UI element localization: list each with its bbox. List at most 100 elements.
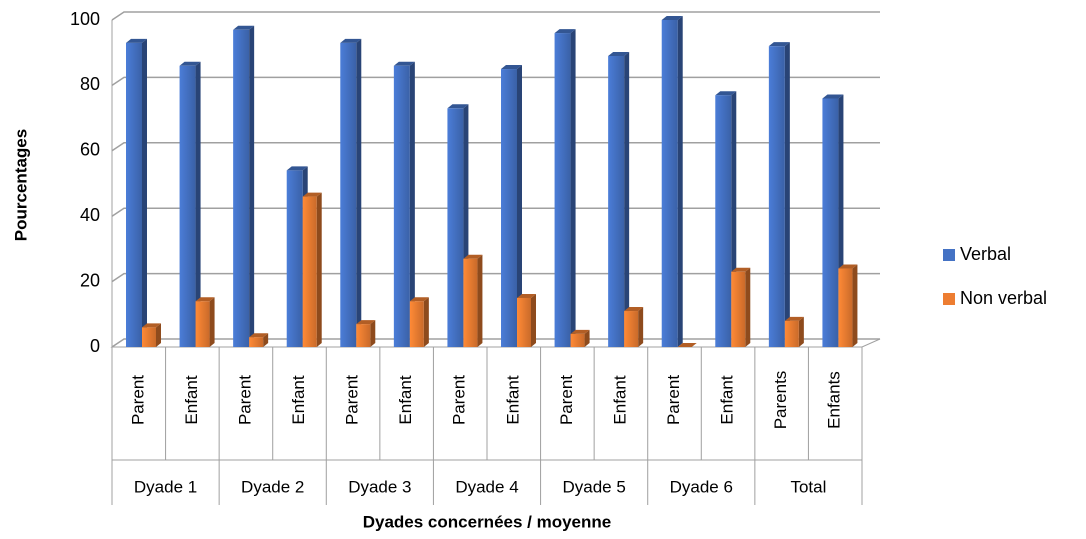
bar bbox=[517, 293, 536, 347]
x-tick-label: Parent bbox=[235, 375, 254, 425]
bar bbox=[340, 38, 362, 347]
x-tick-label: Enfant bbox=[610, 375, 629, 424]
bar-side bbox=[784, 42, 790, 347]
y-tick-label: 60 bbox=[80, 140, 100, 160]
floor bbox=[110, 338, 881, 348]
bar-top bbox=[501, 65, 522, 70]
bar-front bbox=[286, 170, 303, 347]
bar-front bbox=[233, 29, 250, 348]
bar bbox=[249, 333, 269, 347]
bar-top bbox=[393, 61, 415, 66]
x-tick-label: Enfant bbox=[503, 375, 522, 424]
bar bbox=[554, 29, 576, 348]
bar bbox=[356, 320, 376, 347]
bar-side bbox=[263, 333, 269, 347]
bar-side bbox=[638, 307, 644, 347]
x-tick-label: Parent bbox=[664, 375, 683, 425]
bar-side bbox=[531, 293, 536, 347]
y-tick-label: 20 bbox=[80, 270, 100, 290]
bar-side bbox=[356, 38, 362, 347]
bar-front bbox=[501, 69, 517, 348]
bar-side bbox=[195, 61, 201, 347]
bar-top bbox=[838, 264, 858, 269]
bar bbox=[731, 267, 751, 347]
bar bbox=[393, 61, 415, 347]
bar-front bbox=[661, 20, 678, 347]
bar bbox=[302, 192, 322, 347]
bar-top bbox=[249, 333, 269, 338]
bar bbox=[463, 254, 483, 347]
bar-front bbox=[179, 65, 196, 347]
bar-top bbox=[677, 343, 697, 347]
bar-top bbox=[517, 293, 536, 298]
bar bbox=[233, 25, 255, 348]
y-tick-label: 100 bbox=[70, 9, 100, 29]
bar-front bbox=[570, 333, 585, 347]
legend-label: Verbal bbox=[960, 244, 1011, 264]
bar-front bbox=[302, 196, 317, 347]
bar bbox=[142, 323, 161, 347]
bar-top bbox=[195, 297, 215, 302]
x-tick-label: Parents bbox=[771, 371, 790, 430]
bar-top bbox=[447, 104, 469, 109]
group-label: Dyade 2 bbox=[241, 477, 304, 496]
x-tick-label: Parent bbox=[128, 375, 147, 425]
bar-top bbox=[142, 323, 161, 328]
bar-top bbox=[126, 38, 147, 43]
bar-top bbox=[554, 29, 576, 34]
bar-side bbox=[156, 323, 161, 347]
bar-side bbox=[745, 267, 751, 347]
bar-side bbox=[517, 65, 522, 348]
bar-side bbox=[624, 51, 630, 347]
bar-front bbox=[768, 46, 785, 347]
bar-top bbox=[356, 320, 376, 325]
bar bbox=[501, 65, 522, 348]
x-tick-label: Enfant bbox=[396, 375, 415, 424]
group-label: Dyade 4 bbox=[455, 477, 518, 496]
grid-line bbox=[111, 207, 880, 217]
bar-front bbox=[340, 42, 357, 347]
bar-side bbox=[584, 329, 590, 347]
group-label: Total bbox=[790, 477, 826, 496]
x-tick-label: Enfant bbox=[289, 375, 308, 424]
x-tick-label: Parent bbox=[450, 375, 469, 425]
bar-front bbox=[731, 271, 746, 347]
bar-front bbox=[126, 42, 142, 347]
bar-top bbox=[302, 192, 322, 197]
bar-front bbox=[624, 311, 639, 347]
bar-top bbox=[624, 307, 644, 312]
bar-top bbox=[286, 166, 308, 171]
bar-side bbox=[409, 61, 415, 347]
bar-front bbox=[822, 98, 839, 347]
x-tick-label: Parent bbox=[557, 375, 576, 425]
group-label: Dyade 3 bbox=[348, 477, 411, 496]
bar-top bbox=[608, 51, 630, 56]
bar-side bbox=[370, 320, 376, 347]
bar bbox=[409, 297, 429, 347]
bar-top bbox=[570, 329, 590, 334]
legend-swatch bbox=[943, 293, 955, 305]
bar-side bbox=[423, 297, 429, 347]
bar-front bbox=[356, 324, 371, 347]
x-axis-title: Dyades concernées / moyenne bbox=[363, 512, 612, 531]
bar-side bbox=[209, 297, 215, 347]
group-label: Dyade 5 bbox=[562, 477, 625, 496]
bar-front bbox=[142, 327, 156, 347]
bar-top bbox=[233, 25, 255, 30]
bar bbox=[570, 329, 590, 347]
bar-side bbox=[798, 316, 804, 347]
bar-top bbox=[463, 254, 483, 259]
x-tick-label: Enfants bbox=[825, 371, 844, 429]
bar-side bbox=[677, 16, 683, 347]
bar bbox=[179, 61, 201, 347]
bar bbox=[608, 51, 630, 347]
bar bbox=[126, 38, 147, 347]
x-tick-label: Enfant bbox=[718, 375, 737, 424]
grid-line bbox=[111, 76, 880, 87]
y-tick-label: 80 bbox=[80, 74, 100, 94]
bar-side bbox=[249, 25, 255, 348]
bar-top bbox=[768, 42, 790, 47]
bar-front bbox=[409, 301, 424, 347]
bar-top bbox=[822, 94, 844, 99]
